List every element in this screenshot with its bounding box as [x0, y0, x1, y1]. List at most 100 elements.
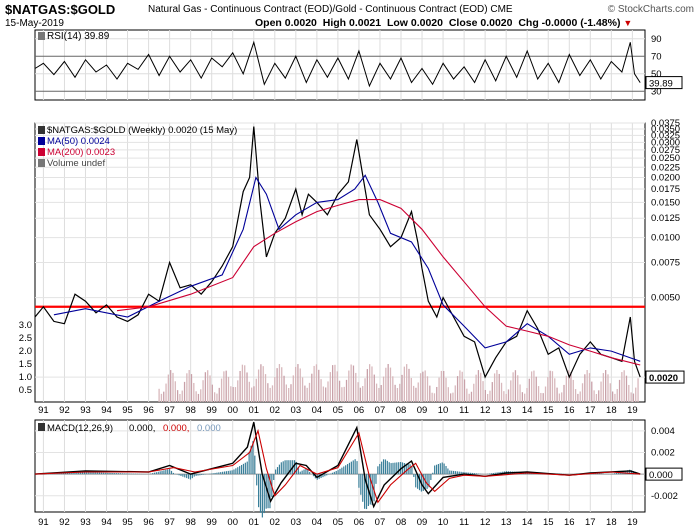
macd-x-tick-label: 06 [354, 517, 365, 528]
volume-scale-label: 1.5 [19, 359, 32, 370]
price-x-tick-label: 97 [164, 405, 175, 416]
macd-x-tick-label: 19 [627, 517, 638, 528]
macd-x-tick-label: 13 [501, 517, 512, 528]
price-x-tick-label: 04 [312, 405, 323, 416]
rsi-last-value-box [645, 76, 683, 90]
macd-last-value-box [645, 467, 683, 481]
macd-x-tick-label: 00 [227, 517, 238, 528]
macd-legend-label: 0.000, [129, 423, 155, 434]
price-last-value-label: 0.0020 [649, 373, 678, 384]
price-y-tick-label: 0.0325 [651, 130, 680, 141]
macd-x-tick-label: 16 [564, 517, 575, 528]
price-x-tick-label: 10 [438, 405, 449, 416]
price-x-tick-label: 13 [501, 405, 512, 416]
macd-x-tick-label: 15 [543, 517, 554, 528]
price-legend-label: MA(200) 0.0023 [47, 147, 115, 158]
price-x-tick-label: 98 [185, 405, 196, 416]
volume-scale-label: 2.0 [19, 346, 32, 357]
chg-value: -0.0000 (-1.48%) [541, 17, 621, 29]
close-label: Close [448, 17, 478, 29]
macd-y-tick-label: 0.002 [651, 447, 675, 458]
ohlc-readout: Open 0.0020 High 0.0021 Low 0.0020 Close… [255, 17, 632, 29]
volume-scale-label: 1.0 [19, 372, 32, 383]
price-x-tick-label: 06 [354, 405, 365, 416]
price-y-tick-label: 0.0075 [651, 258, 680, 269]
macd-x-tick-label: 03 [291, 517, 302, 528]
macd-legend-label: 0.000 [197, 423, 221, 434]
macd-x-tick-label: 05 [333, 517, 344, 528]
ma50-line [53, 174, 641, 362]
price-x-tick-label: 05 [333, 405, 344, 416]
macd-x-tick-label: 08 [396, 517, 407, 528]
price-x-tick-label: 03 [291, 405, 302, 416]
macd-line [34, 422, 641, 509]
volume-scale-label: 3.0 [19, 320, 32, 331]
price-x-tick-label: 99 [206, 405, 217, 416]
price-y-tick-label: 0.0300 [651, 137, 680, 148]
rsi-y-tick-label: 90 [651, 34, 662, 45]
price-y-tick-label: 0.0350 [651, 124, 680, 135]
price-y-tick-label: 0.0125 [651, 213, 680, 224]
macd-y-tick-label: 0.004 [651, 426, 675, 437]
macd-x-tick-label: 09 [417, 517, 428, 528]
price-x-tick-label: 08 [396, 405, 407, 416]
price-legend-label: MA(50) 0.0024 [47, 136, 110, 147]
price-last-value-box [645, 370, 685, 384]
price-line [34, 126, 641, 379]
price-y-tick-label: 0.0225 [651, 162, 680, 173]
macd-x-tick-label: 99 [206, 517, 217, 528]
price-y-tick-label: 0.0175 [651, 184, 680, 195]
price-y-tick-label: 0.0275 [651, 145, 680, 156]
rsi-title: RSI(14) 39.89 [47, 31, 110, 42]
down-arrow-icon: ▼ [623, 18, 633, 28]
price-x-tick-label: 02 [270, 405, 281, 416]
price-x-tick-label: 96 [143, 405, 154, 416]
price-y-tick-label: 0.0375 [651, 118, 680, 129]
price-x-tick-label: 18 [606, 405, 617, 416]
macd-x-tick-label: 07 [375, 517, 386, 528]
exchange-label: CME [490, 4, 513, 15]
macd-x-tick-label: 94 [101, 517, 112, 528]
macd-x-tick-label: 11 [459, 517, 469, 528]
chg-label: Chg [518, 17, 539, 29]
macd-x-tick-label: 93 [80, 517, 91, 528]
rsi-y-tick-label: 70 [651, 51, 662, 62]
open-value: 0.0020 [284, 17, 317, 29]
close-value: 0.0020 [480, 17, 513, 29]
rsi-last-value-label: 39.89 [649, 79, 673, 90]
macd-x-tick-label: 14 [522, 517, 533, 528]
price-legend-swatch [38, 159, 45, 167]
macd-x-tick-label: 91 [38, 517, 49, 528]
rsi-legend-swatch [38, 32, 45, 40]
macd-x-tick-label: 97 [164, 517, 175, 528]
volume-scale-label: 2.5 [19, 333, 32, 344]
rsi-y-tick-label: 50 [651, 69, 662, 80]
macd-panel-frame [34, 419, 646, 513]
low-label: Low [386, 17, 408, 29]
price-x-tick-label: 12 [480, 405, 491, 416]
macd-x-tick-label: 98 [185, 517, 196, 528]
price-x-tick-label: 95 [122, 405, 133, 416]
price-x-tick-label: 93 [80, 405, 91, 416]
chart-description: Natural Gas - Continuous Contract (EOD)/… [148, 4, 513, 15]
low-value: 0.0020 [410, 17, 443, 29]
open-label: Open [255, 17, 282, 29]
price-x-tick-label: 19 [627, 405, 638, 416]
price-x-tick-label: 00 [227, 405, 238, 416]
price-y-tick-label: 0.0050 [651, 293, 680, 304]
price-legend-label: Volume undef [47, 158, 105, 169]
price-legend-label: $NATGAS:$GOLD (Weekly) 0.0020 (15 May) [47, 125, 237, 136]
chart-date: 15-May-2019 [5, 18, 64, 29]
price-y-tick-label: 0.0200 [651, 172, 680, 183]
price-x-tick-label: 17 [585, 405, 596, 416]
price-x-tick-label: 01 [248, 405, 259, 416]
price-y-tick-label: 0.0100 [651, 233, 680, 244]
macd-x-tick-label: 95 [122, 517, 133, 528]
price-x-tick-label: 09 [417, 405, 428, 416]
macd-y-tick-label: -0.002 [651, 491, 678, 502]
price-x-tick-label: 92 [59, 405, 70, 416]
macd-x-tick-label: 12 [480, 517, 491, 528]
chart-symbol: $NATGAS:$GOLD [5, 2, 116, 17]
price-x-tick-label: 14 [522, 405, 533, 416]
